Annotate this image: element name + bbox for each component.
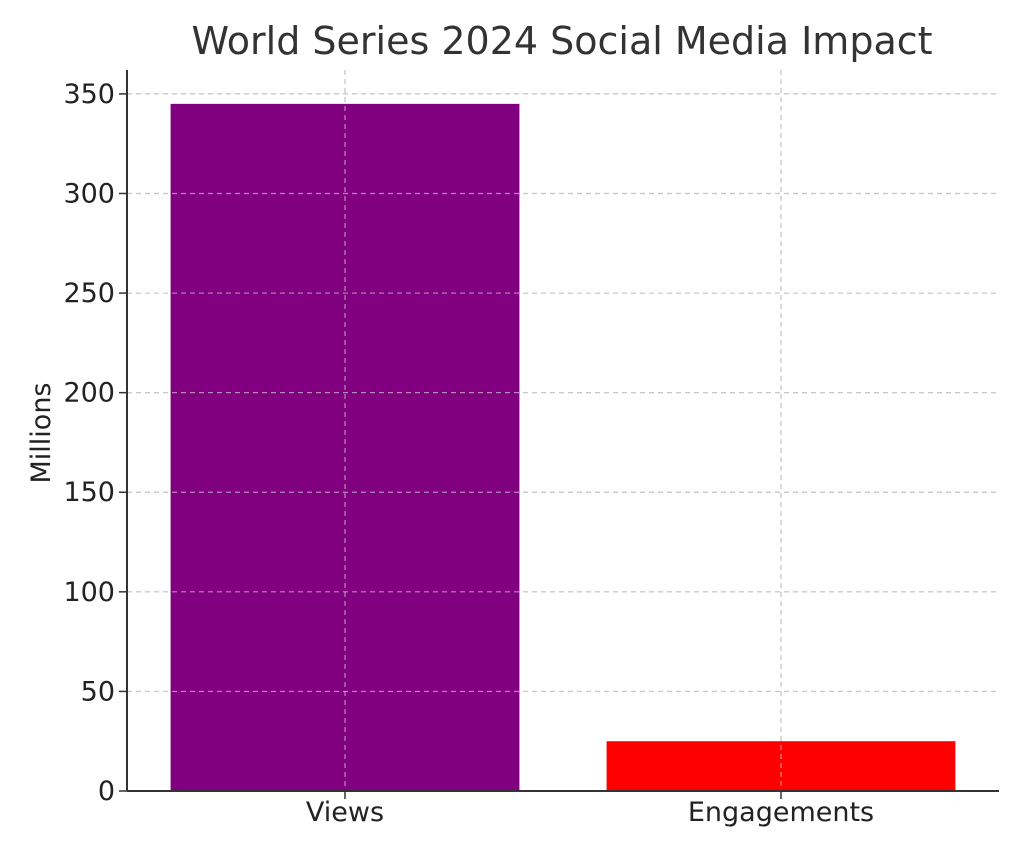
x-tick-label-views: Views [306, 797, 384, 828]
ticks-layer: 0 50 100 150 200 250 300 350 Views Engagements [63, 79, 874, 828]
bars-layer [127, 70, 999, 792]
axes-layer [126, 70, 999, 792]
y-tick-label: 300 [63, 178, 115, 209]
y-tick-label: 250 [63, 278, 115, 309]
y-tick-label: 150 [63, 477, 115, 508]
y-tick-label: 200 [63, 378, 115, 409]
y-tick-label: 100 [63, 577, 115, 608]
x-tick-label-engagements: Engagements [688, 797, 874, 828]
y-axis-label: Millions [26, 383, 57, 484]
y-tick-label: 0 [98, 776, 115, 807]
y-tick-label: 50 [81, 676, 115, 707]
chart-title: World Series 2024 Social Media Impact [191, 19, 932, 63]
y-tick-label: 350 [63, 79, 115, 110]
